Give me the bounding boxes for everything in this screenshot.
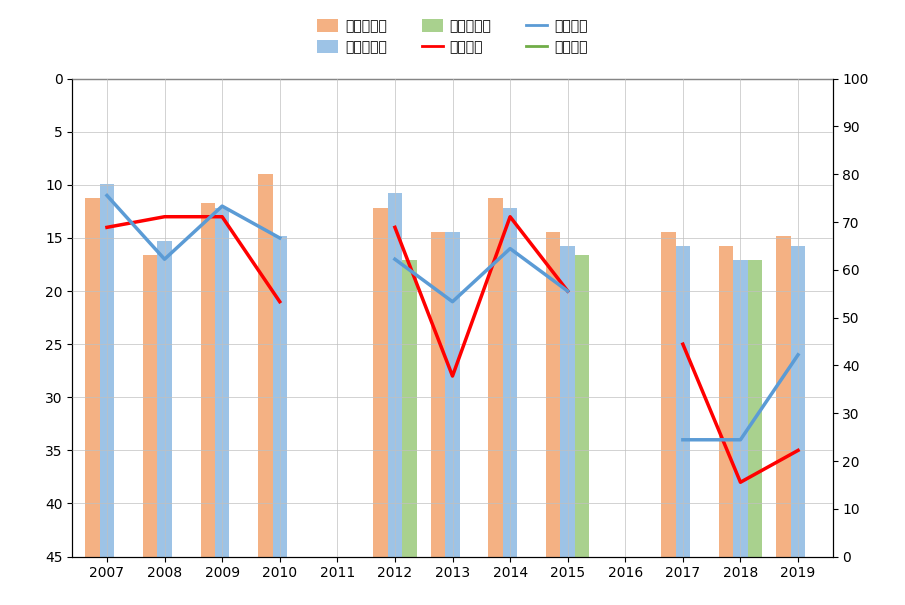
Bar xyxy=(100,184,114,557)
Bar xyxy=(374,208,387,557)
Bar xyxy=(676,246,691,557)
Bar xyxy=(791,246,805,557)
Bar xyxy=(445,232,460,557)
Bar xyxy=(85,198,100,557)
Bar xyxy=(157,241,172,557)
Bar xyxy=(402,260,416,557)
Bar xyxy=(546,232,560,557)
Bar xyxy=(143,255,157,557)
Bar xyxy=(431,232,445,557)
Bar xyxy=(258,174,272,557)
Bar xyxy=(662,232,676,557)
Legend: 国語正答率, 算数正答率, 理科正答率, 国語順位, 算数順位, 理科順位: 国語正答率, 算数正答率, 理科正答率, 国語順位, 算数順位, 理科順位 xyxy=(312,14,593,60)
Bar xyxy=(272,237,287,557)
Bar xyxy=(575,255,589,557)
Bar xyxy=(387,194,402,557)
Bar xyxy=(215,208,229,557)
Bar xyxy=(748,260,762,557)
Bar xyxy=(201,203,215,557)
Bar xyxy=(560,246,575,557)
Bar xyxy=(733,260,748,557)
Bar xyxy=(776,237,791,557)
Bar xyxy=(719,246,733,557)
Bar xyxy=(489,198,503,557)
Bar xyxy=(503,208,518,557)
